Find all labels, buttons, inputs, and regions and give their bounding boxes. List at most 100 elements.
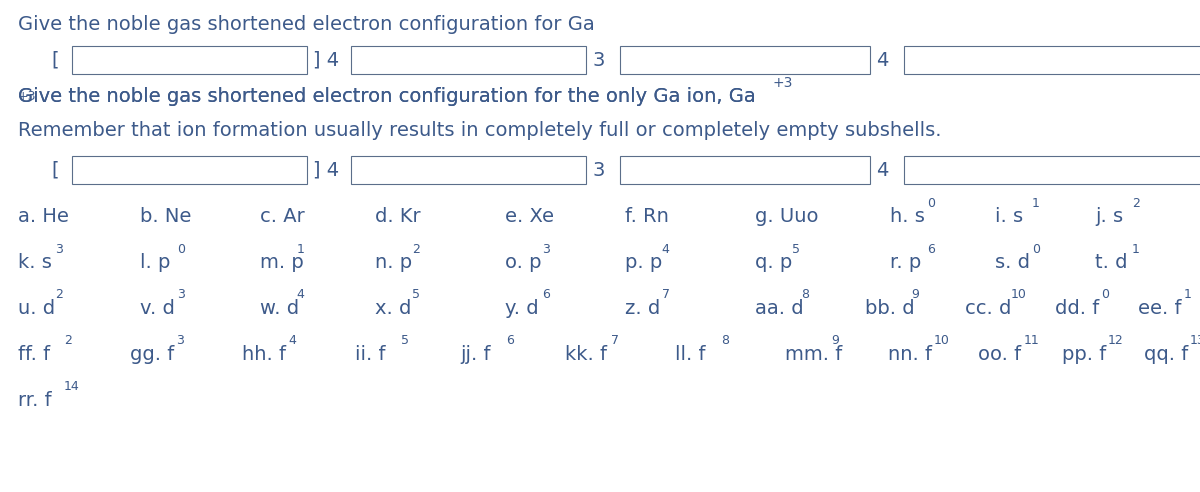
Text: mm. f: mm. f (785, 344, 842, 364)
Text: 6: 6 (506, 335, 514, 347)
Text: k. s: k. s (18, 252, 52, 272)
Text: 0: 0 (926, 196, 935, 210)
Text: 3: 3 (542, 243, 550, 255)
Text: u. d: u. d (18, 299, 55, 317)
Text: h. s: h. s (890, 207, 925, 225)
Text: 13: 13 (1190, 335, 1200, 347)
Bar (352, 46, 586, 74)
Text: 5: 5 (401, 335, 409, 347)
Text: ee. f: ee. f (1138, 299, 1182, 317)
Text: bb. d: bb. d (865, 299, 914, 317)
Text: Give the noble gas shortened electron configuration for Ga: Give the noble gas shortened electron co… (18, 14, 595, 33)
Text: 8: 8 (802, 288, 809, 302)
Text: aa. d: aa. d (755, 299, 804, 317)
Text: 4: 4 (876, 51, 888, 69)
Text: 2: 2 (55, 288, 62, 302)
Text: 5: 5 (412, 288, 420, 302)
Text: 1: 1 (296, 243, 305, 255)
Text: ] 4: ] 4 (313, 160, 340, 180)
Text: s. d: s. d (995, 252, 1030, 272)
Text: 14: 14 (64, 380, 79, 394)
Text: 6: 6 (926, 243, 935, 255)
Text: 3: 3 (592, 51, 605, 69)
Bar (72, 156, 307, 184)
Text: nn. f: nn. f (888, 344, 932, 364)
Bar (352, 156, 586, 184)
Bar (904, 46, 1200, 74)
Text: 1: 1 (1032, 196, 1039, 210)
Text: [: [ (52, 51, 59, 69)
Bar (72, 46, 307, 74)
Text: kk. f: kk. f (565, 344, 607, 364)
Text: 0: 0 (176, 243, 185, 255)
Text: q. p: q. p (755, 252, 792, 272)
Text: 9: 9 (911, 288, 919, 302)
Text: 3: 3 (176, 288, 185, 302)
Text: 3: 3 (55, 243, 62, 255)
Text: 1: 1 (1184, 288, 1192, 302)
Text: z. d: z. d (625, 299, 660, 317)
Text: x. d: x. d (374, 299, 412, 317)
Text: 2: 2 (412, 243, 420, 255)
Text: 4: 4 (296, 288, 305, 302)
Text: f. Rn: f. Rn (625, 207, 668, 225)
Text: 2: 2 (64, 335, 72, 347)
Text: 10: 10 (934, 335, 950, 347)
Bar (904, 156, 1200, 184)
Text: m. p: m. p (260, 252, 304, 272)
Text: ll. f: ll. f (674, 344, 706, 364)
Text: hh. f: hh. f (242, 344, 286, 364)
Text: Remember that ion formation usually results in completely full or completely emp: Remember that ion formation usually resu… (18, 121, 942, 140)
Text: t. d: t. d (1096, 252, 1128, 272)
Text: d. Kr: d. Kr (374, 207, 421, 225)
Text: Give the noble gas shortened electron configuration for the only Ga ion, Ga: Give the noble gas shortened electron co… (18, 88, 756, 106)
Text: p. p: p. p (625, 252, 662, 272)
Text: v. d: v. d (140, 299, 175, 317)
Text: 11: 11 (1024, 335, 1039, 347)
Text: w. d: w. d (260, 299, 299, 317)
Text: cc. d: cc. d (965, 299, 1012, 317)
Text: ff. f: ff. f (18, 344, 50, 364)
Bar (620, 46, 870, 74)
Text: 3: 3 (592, 160, 605, 180)
Text: qq. f: qq. f (1144, 344, 1188, 364)
Text: 4: 4 (876, 160, 888, 180)
Text: [: [ (52, 160, 59, 180)
Text: y. d: y. d (505, 299, 539, 317)
Text: 7: 7 (611, 335, 619, 347)
Text: e. Xe: e. Xe (505, 207, 554, 225)
Text: 9: 9 (830, 335, 839, 347)
Text: 10: 10 (1010, 288, 1027, 302)
Text: 2: 2 (1132, 196, 1140, 210)
Text: 8: 8 (721, 335, 730, 347)
Bar (620, 156, 870, 184)
Text: 4: 4 (662, 243, 670, 255)
Text: 6: 6 (542, 288, 550, 302)
Text: +3: +3 (772, 76, 792, 90)
Text: 12: 12 (1108, 335, 1123, 347)
Text: 7: 7 (662, 288, 670, 302)
Text: i. s: i. s (995, 207, 1024, 225)
Text: jj. f: jj. f (460, 344, 491, 364)
Text: 5: 5 (792, 243, 800, 255)
Text: r. p: r. p (890, 252, 922, 272)
Text: a. He: a. He (18, 207, 68, 225)
Text: 1: 1 (1132, 243, 1140, 255)
Text: 0: 0 (1032, 243, 1039, 255)
Text: c. Ar: c. Ar (260, 207, 305, 225)
Text: dd. f: dd. f (1055, 299, 1099, 317)
Text: n. p: n. p (374, 252, 412, 272)
Text: ] 4: ] 4 (313, 51, 340, 69)
Text: pp. f: pp. f (1062, 344, 1106, 364)
Text: o. p: o. p (505, 252, 541, 272)
Text: 4: 4 (288, 335, 296, 347)
Text: ii. f: ii. f (355, 344, 385, 364)
Text: Give the noble gas shortened electron configuration for the only Ga ion, Ga: Give the noble gas shortened electron co… (18, 88, 756, 106)
Text: rr. f: rr. f (18, 391, 52, 409)
Text: j. s: j. s (1096, 207, 1123, 225)
Text: oo. f: oo. f (978, 344, 1021, 364)
Text: gg. f: gg. f (130, 344, 174, 364)
Text: 0: 0 (1102, 288, 1109, 302)
Text: b. Ne: b. Ne (140, 207, 191, 225)
Text: 3: 3 (176, 335, 184, 347)
